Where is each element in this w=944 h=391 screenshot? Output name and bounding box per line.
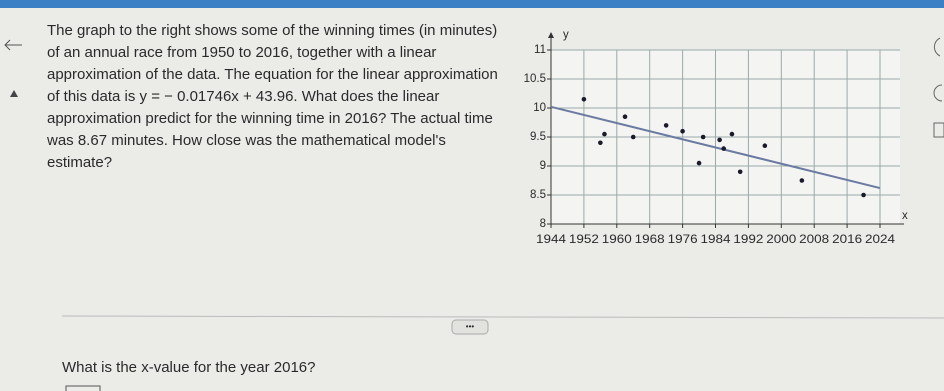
side-button[interactable] [933,37,941,57]
data-point [602,131,607,137]
y-tick-label: 10.5 [524,73,546,85]
more-button[interactable] [451,319,489,335]
more-button-label[interactable]: ••• [466,322,475,331]
problem-line: The graph to the right shows some of the… [47,22,497,39]
data-point [799,178,805,183]
data-point [622,114,628,119]
scroll-up[interactable] [10,90,18,97]
problem-line: was 8.67 minutes. How close was the math… [46,132,446,149]
x-tick-label: 1952 [569,234,599,246]
x-tick-label: 2000 [766,234,796,246]
y-axis-arrow [548,32,554,38]
x-tick-label: 1944 [536,234,567,246]
data-point [630,134,636,140]
problem-line: approximation predict for the winning ti… [47,110,493,127]
top-bar [0,0,944,8]
x-tick-label: 1960 [602,234,632,246]
problem-line: of an annual race from 1950 to 2016, tog… [47,44,436,61]
x-axis-label: x [902,210,908,222]
separator [61,315,944,319]
question: What is the x-value for the year 2016? [62,359,315,376]
side-button[interactable] [933,84,943,102]
problem-text: The graph to the right shows some of the… [46,22,498,171]
x-tick-label: 2016 [832,234,862,246]
x-tick-label: 1976 [668,234,698,246]
x-tick-label: 1968 [635,234,665,246]
trend-line [550,105,881,190]
side-button[interactable] [933,122,944,138]
x-tick-label: 2024 [865,234,896,246]
y-tick-label: 9.5 [530,131,546,143]
data-point [598,140,603,146]
x-tick-label: 1992 [733,234,763,246]
y-tick-label: 9 [540,160,546,172]
y-tick-label: 10 [533,102,546,114]
answer-box[interactable] [65,385,101,391]
data-point [721,146,727,151]
y-axis-label: y [563,29,569,41]
data-point [729,131,735,137]
data-point [680,128,685,134]
data-point [700,134,706,140]
y-tick-label: 11 [534,44,546,56]
back-arrow[interactable] [4,39,22,51]
data-point [762,143,768,148]
data-point [581,97,587,102]
y-tick-label: 8.5 [530,189,546,201]
x-tick-label: 2008 [799,234,829,246]
data-point [696,160,702,166]
data-point [737,169,743,175]
problem-line: of this data is y = − 0.01746x + 43.96. … [47,88,439,105]
problem-line: approximation of the data. The equation … [47,66,498,83]
data-point [717,137,722,143]
data-point [861,192,866,198]
chart: 8 8.5 9 9.5 10 10.5 11 1944 1952 1960 1968 1976 1984… [524,29,908,246]
y-tick-label: 8 [540,218,546,230]
x-tick-label: 1984 [701,234,732,246]
data-point [663,123,669,128]
problem-line: estimate? [47,154,112,171]
